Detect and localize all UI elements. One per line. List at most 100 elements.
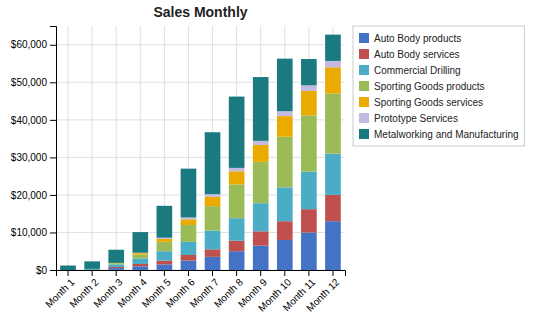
bar-segment: [157, 238, 173, 239]
y-tick-label: $40,000: [11, 115, 48, 126]
bar-segment: [84, 261, 100, 269]
y-tick: $20,000: [11, 190, 56, 201]
bar-segment: [108, 250, 124, 263]
bar-segment: [229, 184, 245, 218]
y-tick-mark: [50, 232, 56, 233]
y-axis: $0 $10,000 $20,000 $30,000 $40,000 $50,000 $60…: [11, 27, 57, 276]
legend-swatch: [359, 129, 369, 139]
legend-swatch: [359, 81, 369, 91]
x-axis: Month 1Month 2Month 3Month 4Month 5Month…: [43, 270, 345, 314]
bar-segment: [132, 258, 148, 264]
bar-segment: [181, 217, 197, 219]
grid-line-x: [68, 26, 69, 270]
bar-segment: [229, 168, 245, 171]
bar-segment: [205, 197, 221, 206]
series: [108, 94, 340, 265]
y-tick-label: $30,000: [11, 152, 48, 163]
bar-segment: [84, 270, 100, 271]
bar-segment: [325, 61, 341, 67]
bar-segment: [301, 115, 317, 171]
bar-segment: [229, 97, 245, 168]
bar-segment: [229, 218, 245, 241]
x-tick-mark: [284, 270, 285, 276]
bar-segment: [301, 59, 317, 85]
y-tick-label: $0: [36, 265, 48, 276]
bar-segment: [253, 145, 269, 162]
bar-segment: [301, 232, 317, 270]
bar-segment: [325, 195, 341, 221]
bar-segment: [181, 169, 197, 218]
legend-item: Prototype Services: [359, 113, 458, 124]
bar-segment: [229, 241, 245, 252]
legend-label: Auto Body products: [374, 33, 461, 44]
x-tick-mark: [92, 270, 93, 276]
bar-segment: [325, 154, 341, 195]
legend-label: Auto Body services: [374, 49, 460, 60]
y-tick-label: $50,000: [11, 77, 48, 88]
bar-segment: [277, 111, 293, 116]
bar-segment: [132, 255, 148, 259]
bar-segment: [277, 187, 293, 221]
legend-label: Sporting Goods services: [374, 97, 483, 108]
bar-segment: [157, 239, 173, 242]
bar-segment: [253, 203, 269, 231]
bar-segment: [301, 172, 317, 210]
x-tick-mark: [236, 270, 237, 276]
bar-segment: [325, 67, 341, 93]
bar-segment: [325, 221, 341, 270]
series: [132, 61, 340, 253]
x-tick-mark: [140, 270, 141, 276]
bar-segment: [157, 242, 173, 251]
legend-label: Commercial Drilling: [374, 65, 461, 76]
x-tick-mark: [68, 270, 69, 276]
legend-item: Auto Body products: [359, 33, 461, 44]
bar-segment: [157, 251, 173, 260]
legend-swatch: [359, 113, 369, 123]
y-tick-mark: [50, 120, 56, 121]
y-tick: $10,000: [11, 227, 56, 238]
grid-line-y: [56, 44, 345, 45]
bar-segment: [325, 35, 341, 61]
x-tick-mark: [188, 270, 189, 276]
series: [108, 67, 340, 263]
y-tick-mark: [50, 157, 56, 158]
bar-segment: [205, 231, 221, 250]
bar-segment: [84, 270, 100, 271]
title: Sales Monthly: [153, 4, 247, 20]
bar-segment: [277, 240, 293, 270]
chart: $0 $10,000 $20,000 $30,000 $40,000 $50,000 $60…: [0, 0, 550, 318]
legend-item: Sporting Goods services: [359, 97, 483, 108]
bar-segment: [277, 137, 293, 188]
bar-segment: [229, 251, 245, 270]
grid-line-x: [92, 26, 93, 270]
y-tick: $50,000: [11, 77, 56, 88]
bar-segment: [132, 264, 148, 266]
x-tick-mark: [212, 270, 213, 276]
series: [60, 35, 341, 270]
bar-segment: [132, 253, 148, 255]
y-tick: $30,000: [11, 152, 56, 163]
bar-segment: [253, 162, 269, 203]
bar-segment: [181, 255, 197, 261]
legend-item: Auto Body services: [359, 49, 460, 60]
bar-segment: [205, 132, 221, 194]
bar-segment: [157, 206, 173, 238]
y-tick-mark: [50, 45, 56, 46]
bar-segment: [108, 264, 124, 267]
y-tick: $60,000: [11, 39, 56, 50]
x-axis-line: [57, 271, 346, 277]
bar-segment: [157, 264, 173, 270]
legend-swatch: [359, 33, 369, 43]
bar-segment: [301, 85, 317, 91]
bar-segment: [181, 261, 197, 270]
x-tick-mark: [164, 270, 165, 276]
legend-swatch: [359, 65, 369, 75]
y-tick-label: $60,000: [11, 39, 48, 50]
bar-segment: [108, 268, 124, 270]
bar-segment: [325, 94, 341, 154]
bar-segment: [60, 265, 76, 270]
bar-segment: [205, 249, 221, 257]
bar-segment: [132, 266, 148, 270]
grid-line-x: [116, 26, 117, 270]
bar-segment: [253, 231, 269, 245]
